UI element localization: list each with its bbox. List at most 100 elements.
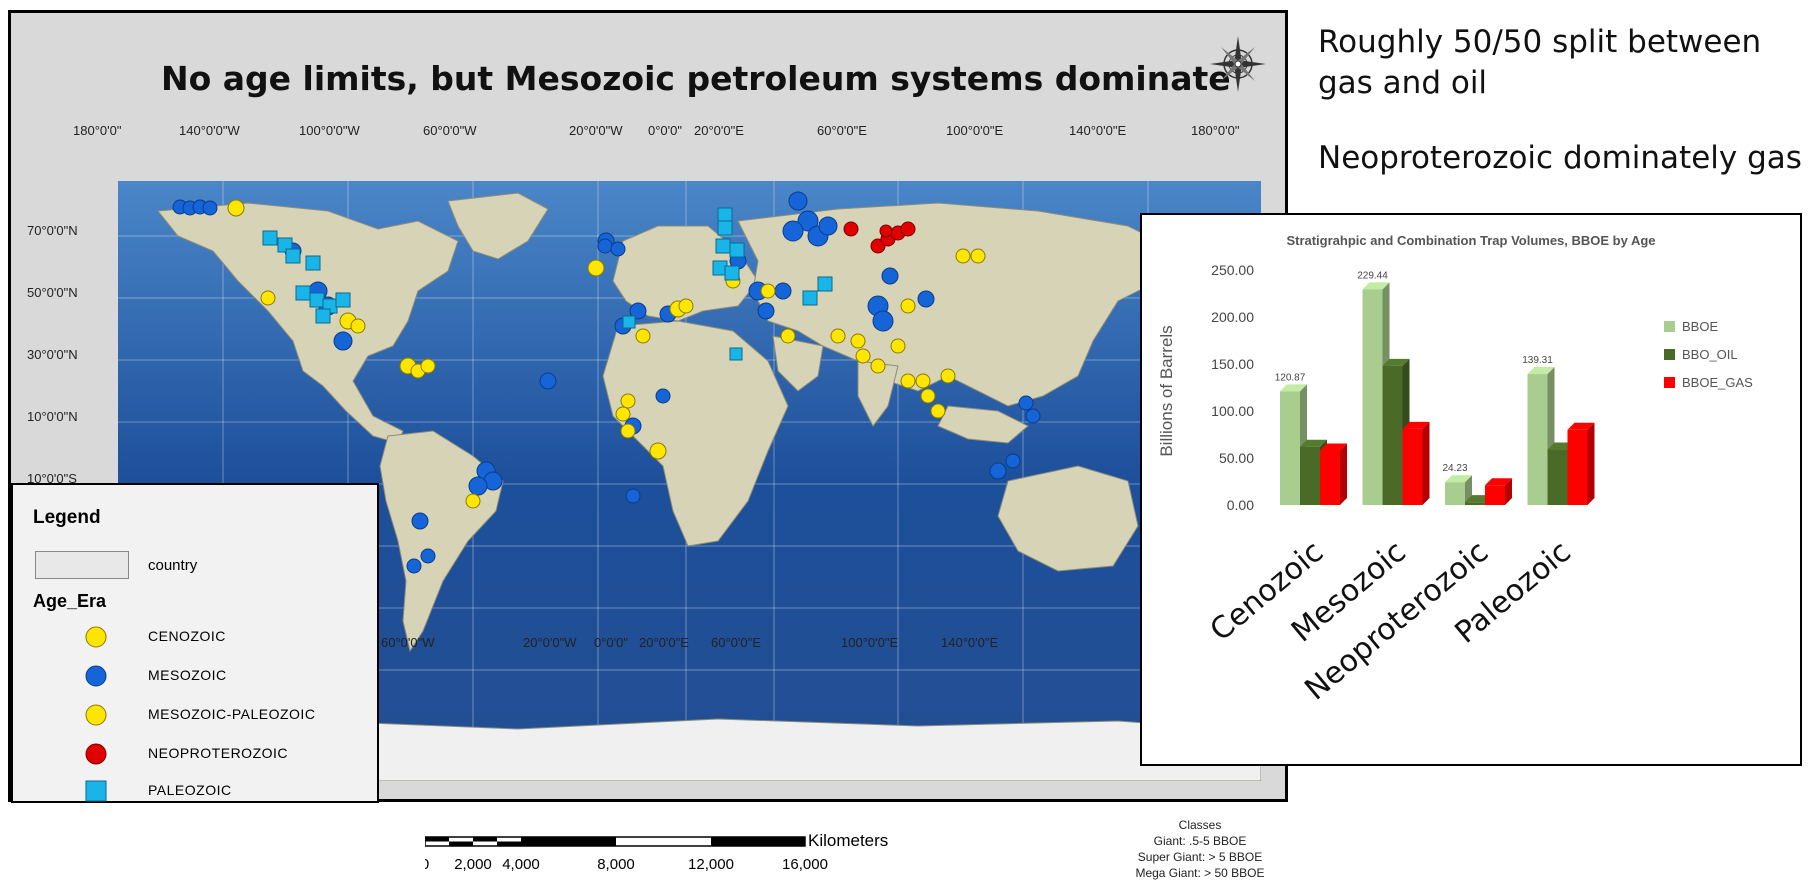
latitude-label: 10°0'0"S <box>27 471 77 486</box>
chart-y-tick: 250.00 <box>1211 262 1254 278</box>
land-north-america <box>157 202 459 444</box>
country-label: country <box>148 557 198 574</box>
graticule-label: 20°0'0"W <box>523 635 577 650</box>
class-giant: Giant: .5-5 BBOE <box>1153 834 1247 848</box>
mesozoic-symbol-icon <box>85 665 107 687</box>
land-antarctica <box>118 718 1261 781</box>
land-africa <box>602 320 789 547</box>
volume-bar-chart: Stratigrahpic and Combination Trap Volum… <box>1157 233 1753 707</box>
chart-bar-top <box>1280 384 1307 392</box>
graticule-label: 20°0'0"E <box>694 123 744 138</box>
note-neoproterozoic: Neoproterozoic dominately gas <box>1318 140 1802 176</box>
graticule-label: 20°0'0"W <box>569 123 623 138</box>
chart-bar-top <box>1300 439 1327 447</box>
graticule-label: 100°0'0"W <box>299 123 360 138</box>
chart-bar-top <box>1485 478 1512 486</box>
chart-bar-bboe <box>1362 289 1383 505</box>
class-mega-giant: Mega Giant: > 50 BBOE <box>1135 866 1265 880</box>
scale-tick: 16,000 <box>782 856 828 873</box>
graticule-label: 140°0'0"E <box>1069 123 1127 138</box>
map-frame: No age limits, but Mesozoic petroleum sy… <box>8 10 1288 803</box>
chart-bar-top <box>1527 367 1555 375</box>
chart-legend-label: BBOE <box>1682 319 1718 334</box>
chart-data-label: 229.44 <box>1357 270 1388 281</box>
chart-legend-swatch <box>1664 321 1675 332</box>
chart-bar-top <box>1320 443 1347 451</box>
chart-bar-bboe <box>1280 391 1300 505</box>
graticule-label: 60°0'0"W <box>381 635 435 650</box>
world-map-svg <box>118 181 1261 781</box>
cenozoic-symbol-icon <box>85 626 107 648</box>
chart-bar-side <box>1587 422 1595 505</box>
chart-bar-bboe-gas <box>1567 429 1588 505</box>
graticule-label: 180°0'0" <box>1191 123 1240 138</box>
chart-bar-side <box>1505 478 1512 505</box>
class-super-giant: Super Giant: > 5 BBOE <box>1137 850 1263 864</box>
scale-unit: Kilometers <box>808 833 888 850</box>
graticule-label: 60°0'0"W <box>423 123 477 138</box>
chart-legend-label: BBOE_GAS <box>1682 375 1753 390</box>
graticule-label: 140°0'0"E <box>941 635 999 650</box>
land-arabia <box>772 335 824 392</box>
legend-item-paleozoic: PALEOZOIC <box>148 782 232 798</box>
graticule-label: 0°0'0" <box>648 123 682 138</box>
chart-title: Stratigrahpic and Combination Trap Volum… <box>1286 233 1655 248</box>
land-greenland <box>447 192 549 260</box>
chart-y-tick: 0.00 <box>1227 497 1254 513</box>
latitude-label: 10°0'0"N <box>27 409 78 424</box>
scale-tick: 2,000 <box>454 856 492 873</box>
latitude-label: 50°0'0"N <box>27 285 78 300</box>
chart-bar-bboe-gas <box>1485 485 1505 505</box>
graticule-label: 60°0'0"E <box>817 123 867 138</box>
chart-bar-top <box>1382 358 1410 366</box>
scale-tick: 4,000 <box>502 856 540 873</box>
neoproterozoic-symbol-icon <box>85 743 107 765</box>
graticule-label: 140°0'0"W <box>179 123 240 138</box>
land-australia <box>997 465 1139 572</box>
country-swatch <box>35 551 129 579</box>
chart-y-tick: 50.00 <box>1219 450 1254 466</box>
latitude-label: 30°0'0"N <box>27 347 78 362</box>
size-classes: Classes Giant: .5-5 BBOE Super Giant: > … <box>1100 817 1300 881</box>
legend-item-mesozoic-paleozoic: MESOZOIC-PALEOZOIC <box>148 706 316 722</box>
mesozoic-paleozoic-symbol-icon <box>85 704 107 726</box>
land-india <box>857 360 899 427</box>
age-era-title: Age_Era <box>33 591 107 611</box>
chart-legend-label: BBO_OIL <box>1682 347 1738 362</box>
chart-bar-side <box>1340 443 1347 505</box>
latitude-label: 70°0'0"N <box>27 223 78 238</box>
chart-bar-bbo-oil <box>1382 365 1403 505</box>
legend-item-neoproterozoic: NEOPROTEROZOIC <box>148 745 289 761</box>
chart-y-tick: 100.00 <box>1211 403 1254 419</box>
field-markers <box>172 191 1041 574</box>
scale-tick: 12,000 <box>688 856 734 873</box>
chart-y-axis-label: Billions of Barrels <box>1157 325 1176 456</box>
land-indonesia <box>937 405 1029 444</box>
land-asia <box>737 202 1179 407</box>
chart-bar-bbo-oil <box>1300 446 1320 505</box>
chart-legend-swatch <box>1664 349 1675 360</box>
map-legend: Legend country Age_Era CENOZOIC MESOZOIC… <box>11 483 379 803</box>
chart-bar-bboe-gas <box>1320 450 1340 505</box>
chart-bar-bbo-oil <box>1465 502 1485 505</box>
scale-bar-graphic: Kilometers 0 2,000 4,000 8,000 12,000 16… <box>421 831 888 873</box>
chart-y-tick: 150.00 <box>1211 356 1254 372</box>
chart-data-label: 24.23 <box>1442 463 1467 474</box>
paleozoic-symbol-icon <box>85 780 107 802</box>
volume-chart-panel: Stratigrahpic and Combination Trap Volum… <box>1140 213 1802 766</box>
chart-data-label: 120.87 <box>1275 372 1306 383</box>
chart-bar-top <box>1567 422 1595 430</box>
chart-bar-bboe <box>1527 374 1548 505</box>
compass-rose-icon <box>1210 36 1266 92</box>
graticule-label: 100°0'0"E <box>946 123 1004 138</box>
legend-item-mesozoic: MESOZOIC <box>148 667 227 683</box>
graticule-label: 60°0'0"E <box>711 635 761 650</box>
note-split-line2: gas and oil <box>1318 65 1488 101</box>
note-split-line1: Roughly 50/50 split between <box>1318 24 1762 60</box>
graticule-label: 180°0'0" <box>73 123 122 138</box>
chart-data-label: 139.31 <box>1522 355 1553 366</box>
chart-bar-bboe-gas <box>1402 428 1423 505</box>
chart-legend-swatch <box>1664 377 1675 388</box>
note-split: Roughly 50/50 split between gas and oil <box>1318 22 1761 104</box>
legend-title: Legend <box>33 507 101 528</box>
